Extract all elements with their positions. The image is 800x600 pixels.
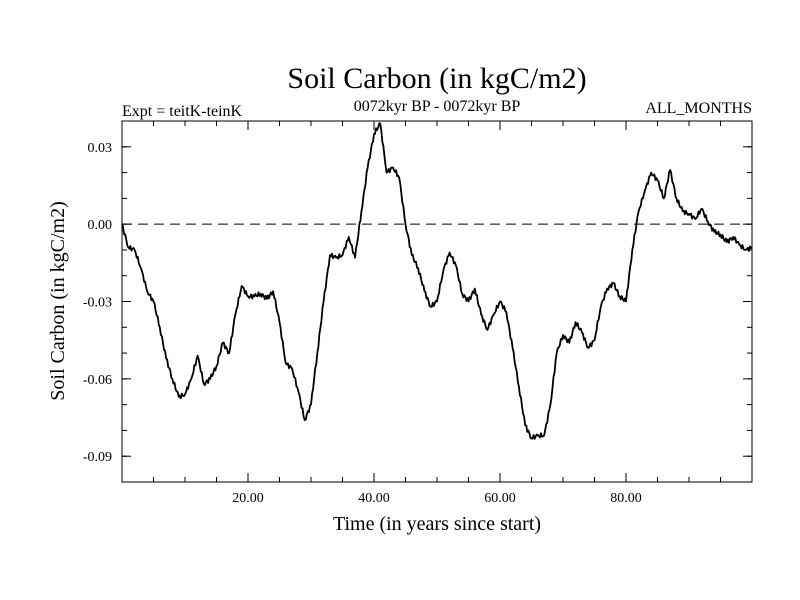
y-tick-label: 0.03 <box>88 141 113 156</box>
y-tick-label: -0.03 <box>83 296 112 311</box>
chart-title: Soil Carbon (in kgC/m2) <box>287 62 586 95</box>
chart-subtitle: 0072kyr BP - 0072kyr BP <box>354 98 521 115</box>
x-tick-label: 40.00 <box>358 491 390 506</box>
x-axis-label: Time (in years since start) <box>333 513 541 535</box>
x-axis: 20.00 40.00 60.00 80.00 <box>153 121 721 506</box>
y-tick-label: -0.09 <box>83 450 112 465</box>
y-tick-label: 0.00 <box>88 218 113 233</box>
soil-carbon-series-line <box>121 122 753 440</box>
y-axis-label: Soil Carbon (in kgC/m2) <box>47 201 69 400</box>
experiment-label: Expt = teitK-teinK <box>122 103 243 120</box>
y-tick-label: -0.06 <box>83 373 112 388</box>
x-tick-label: 20.00 <box>232 491 264 506</box>
months-label: ALL_MONTHS <box>645 100 752 117</box>
x-tick-label: 60.00 <box>484 491 516 506</box>
x-tick-label: 80.00 <box>610 491 642 506</box>
